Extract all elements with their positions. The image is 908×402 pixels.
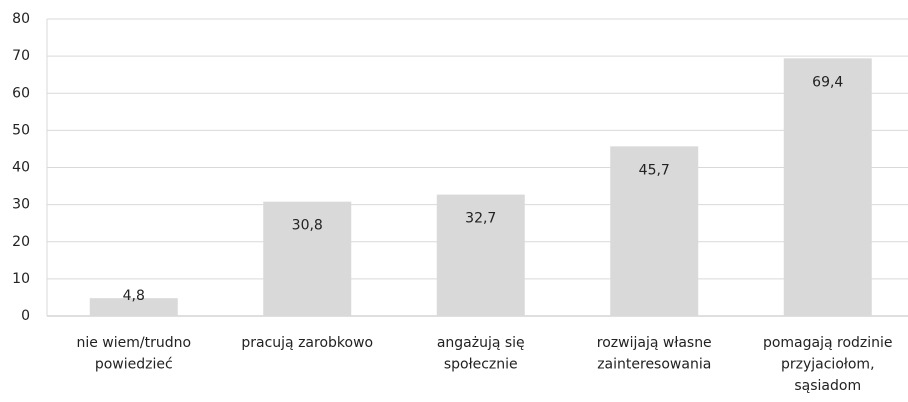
bar — [783, 58, 872, 316]
x-tick-label: rozwijają własne — [597, 335, 712, 351]
x-tick-label: pomagają rodzinie — [763, 335, 893, 351]
x-tick-label: zainteresowania — [597, 357, 711, 373]
y-tick-label: 10 — [12, 271, 30, 287]
bar — [89, 298, 178, 316]
bar — [263, 201, 352, 316]
y-tick-label: 70 — [12, 48, 30, 64]
y-tick-label: 30 — [12, 197, 30, 213]
x-tick-label: społecznie — [444, 357, 518, 373]
y-tick-label: 0 — [21, 308, 30, 324]
y-tick-label: 50 — [12, 122, 30, 138]
x-tick-label: angażują się — [437, 335, 525, 351]
value-label: 30,8 — [292, 218, 323, 234]
x-tick-label: przyjaciołom, — [781, 357, 875, 373]
value-label: 69,4 — [812, 74, 843, 90]
value-label: 32,7 — [465, 211, 496, 227]
bar — [436, 194, 525, 316]
x-tick-label: sąsiadom — [794, 378, 861, 394]
x-tick-label: powiedzieć — [95, 357, 173, 373]
y-tick-label: 40 — [12, 160, 30, 176]
y-tick-label: 60 — [12, 85, 30, 101]
y-tick-label: 80 — [12, 11, 30, 27]
bar — [610, 146, 699, 316]
y-tick-label: 20 — [12, 234, 30, 250]
x-tick-label: nie wiem/trudno — [76, 335, 191, 351]
x-tick-label: pracują zarobkowo — [241, 335, 373, 351]
value-label: 45,7 — [639, 162, 670, 178]
value-label: 4,8 — [123, 288, 145, 304]
